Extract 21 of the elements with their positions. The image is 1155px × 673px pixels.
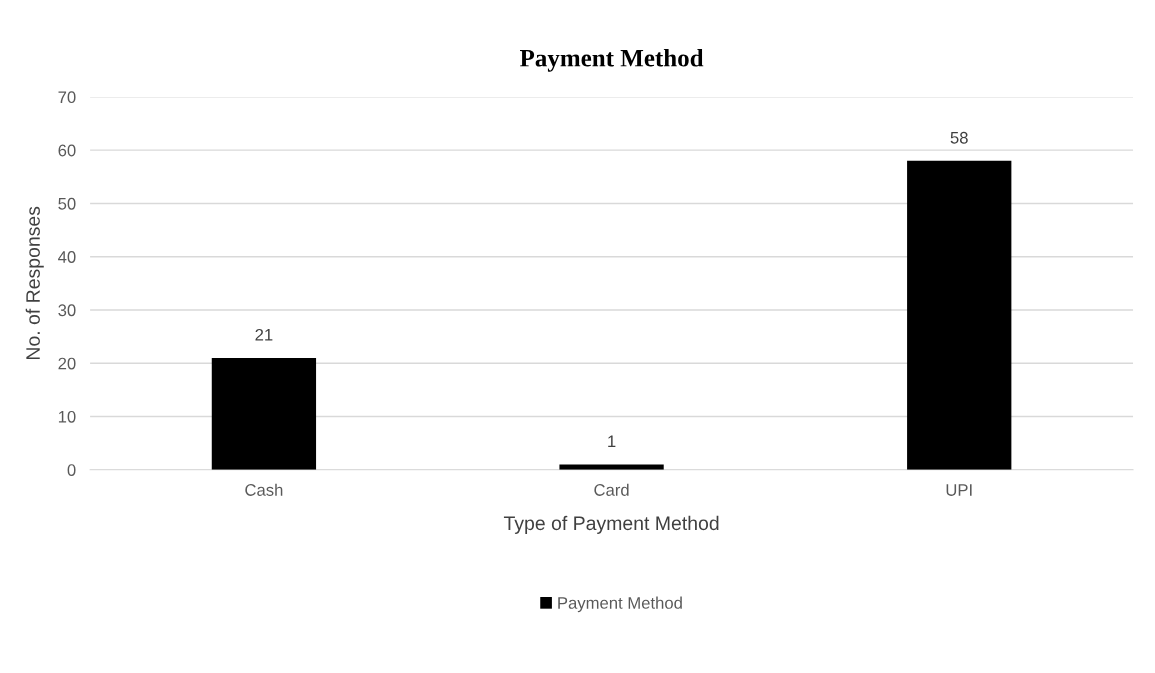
y-tick-label: 40 (58, 251, 76, 263)
y-tick-label: 30 (58, 304, 76, 317)
x-tick-label: Cash (245, 483, 283, 496)
bar (559, 464, 664, 470)
y-tick-label: 20 (58, 357, 76, 370)
chart-title: Payment Method (520, 49, 704, 72)
x-tick-label: Card (594, 483, 629, 496)
bar (907, 160, 1012, 470)
y-tick-label: 50 (58, 197, 76, 210)
data-label: 1 (608, 435, 616, 448)
y-tick-label: 0 (67, 464, 76, 476)
x-axis-title: Type of Payment Method (503, 515, 719, 534)
legend-label: Payment Method (558, 596, 682, 613)
data-label: 21 (255, 328, 273, 341)
y-tick-label: 60 (58, 144, 76, 157)
y-axis-title: No. of Responses (25, 206, 44, 360)
bar (211, 357, 317, 470)
x-tick-label: UPI (946, 484, 972, 496)
y-tick-label: 70 (58, 91, 76, 104)
y-tick-label: 10 (58, 410, 76, 423)
data-label: 58 (950, 131, 968, 144)
